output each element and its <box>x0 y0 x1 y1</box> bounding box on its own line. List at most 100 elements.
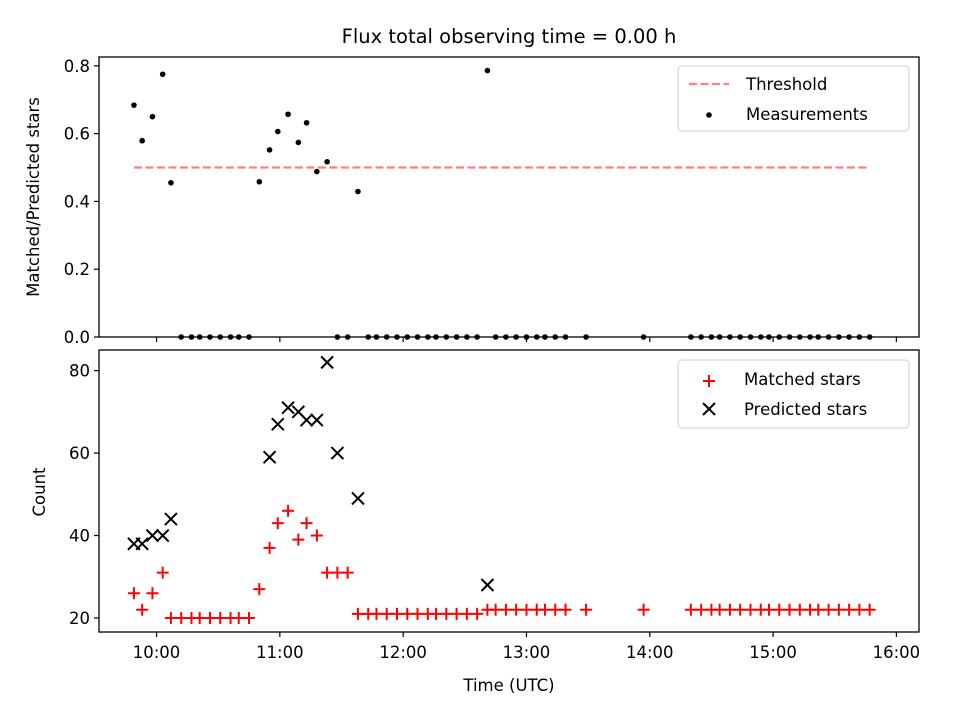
measurement-point <box>274 128 281 135</box>
legend-matched-swatch <box>703 375 715 387</box>
matched-point <box>723 603 736 616</box>
measurement-point <box>131 102 137 108</box>
matched-point <box>812 603 825 616</box>
predicted-point <box>320 355 334 370</box>
matched-point <box>489 603 502 616</box>
measurements-layer <box>131 67 873 340</box>
matched-point <box>271 517 284 530</box>
matched-point <box>203 611 216 624</box>
matched-point <box>822 603 835 616</box>
matched-point <box>136 603 149 616</box>
legend-predicted-label: Predicted stars <box>744 400 867 419</box>
matched-point <box>292 533 305 546</box>
y-tick-label: 0.4 <box>64 192 90 211</box>
matched-point <box>263 541 276 554</box>
measurement-point <box>266 147 273 153</box>
x-tick-label: 14:00 <box>626 643 674 662</box>
matched-point <box>549 603 562 616</box>
measurement-point <box>256 178 263 185</box>
matched-point <box>510 603 523 616</box>
matched-point <box>713 603 726 616</box>
y-tick-label: 0.0 <box>64 328 90 347</box>
matched-point <box>243 611 256 624</box>
legend-threshold-label: Threshold <box>745 75 827 94</box>
bottom-x-axis: 10:00 11:00 12:00 13:00 14:00 15:00 16:00 <box>133 632 920 662</box>
bottom-y-axis: 20 40 60 80 <box>69 362 99 628</box>
y-tick-label: 0.8 <box>64 57 90 76</box>
matched-point <box>156 566 169 579</box>
matched-point <box>411 607 424 620</box>
top-y-axis: 0.0 0.2 0.4 0.6 0.8 <box>64 57 99 347</box>
matched-point <box>370 607 383 620</box>
top-axes-frame <box>98 56 920 338</box>
matched-point <box>214 611 227 624</box>
matched-point <box>450 607 463 620</box>
x-tick-label: 13:00 <box>503 643 551 662</box>
measurement-point <box>285 111 291 118</box>
matched-point <box>253 583 266 596</box>
predicted-point <box>330 446 345 460</box>
y-tick-label: 40 <box>69 527 90 546</box>
top-legend-box <box>677 65 910 132</box>
matched-point <box>310 529 323 542</box>
matched-point <box>832 603 845 616</box>
predicted-point <box>135 537 149 551</box>
measurement-point <box>159 71 166 78</box>
measurement-point <box>295 139 302 146</box>
y-tick-label: 80 <box>69 362 90 381</box>
matched-point <box>380 607 393 620</box>
matched-point <box>282 504 295 517</box>
matched-point <box>164 611 177 624</box>
matched-point <box>193 611 206 624</box>
counts-layer <box>127 355 876 624</box>
measurement-point <box>168 179 174 186</box>
matched-point <box>300 517 313 530</box>
matched-point <box>471 607 484 620</box>
measurement-point <box>303 119 310 126</box>
y-tick-label: 0.2 <box>64 260 90 279</box>
matched-point <box>321 566 334 579</box>
matched-point <box>637 603 650 616</box>
bottom-legend: Matched stars Predicted stars <box>677 359 910 429</box>
matched-point <box>580 603 593 616</box>
bottom-y-axis-label: Count <box>30 467 49 517</box>
matched-point <box>695 603 708 616</box>
predicted-point <box>281 401 295 415</box>
matched-point <box>390 607 403 620</box>
x-tick-label: 15:00 <box>749 643 797 662</box>
matched-point <box>341 566 354 579</box>
matched-point <box>351 607 364 620</box>
chart-title: Flux total observing time = 0.00 h <box>342 25 677 48</box>
matched-point <box>520 603 533 616</box>
legend-matched-label: Matched stars <box>744 370 861 389</box>
top-y-axis-label: Matched/Predicted stars <box>24 97 43 297</box>
predicted-point <box>262 450 277 464</box>
y-tick-label: 0.6 <box>64 125 90 144</box>
matched-point <box>744 603 757 616</box>
matched-point <box>440 607 453 620</box>
matched-point <box>127 587 140 600</box>
predicted-point <box>480 578 495 592</box>
matched-point <box>863 603 876 616</box>
x-tick-label: 16:00 <box>873 643 921 662</box>
matched-point <box>843 603 856 616</box>
matched-point <box>793 603 806 616</box>
matched-point <box>401 607 414 620</box>
legend-measurements-swatch <box>706 112 712 118</box>
legend-measurements-label: Measurements <box>746 105 868 124</box>
top-chart: Flux total observing time = 0.00 h 0.00.… <box>24 25 920 347</box>
top-legend: Threshold Measurements <box>677 65 910 132</box>
predicted-point <box>145 528 160 543</box>
matched-point <box>684 603 697 616</box>
measurement-point <box>139 137 145 144</box>
bottom-legend-box <box>677 359 910 429</box>
matched-point <box>538 603 551 616</box>
predicted-point <box>299 413 314 427</box>
matched-point <box>783 603 796 616</box>
legend-predicted-swatch <box>702 402 716 416</box>
y-tick-label: 60 <box>69 444 90 463</box>
predicted-point <box>310 413 324 427</box>
y-tick-label: 20 <box>69 609 90 628</box>
